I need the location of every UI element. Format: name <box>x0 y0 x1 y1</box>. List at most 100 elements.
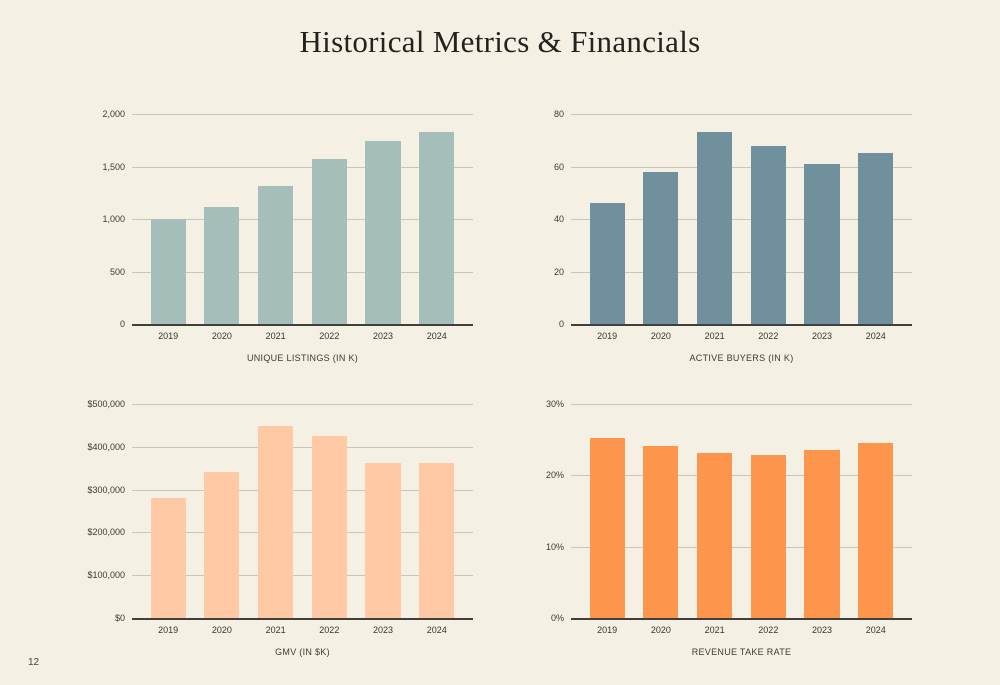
gridline <box>132 532 473 534</box>
bar-2020 <box>204 471 240 618</box>
y-tick-label: $0 <box>114 613 125 623</box>
y-axis: 2,000 1,500 1,000 500 0 <box>82 109 132 329</box>
chart-active-buyers: 80 60 40 20 0 2019 2020 2021 2022 2023 2024 ACTIV… <box>521 109 912 363</box>
bar-2021 <box>697 132 733 324</box>
chart-unique-listings: 2,000 1,500 1,000 500 0 2019 2020 2021 2022 2023… <box>82 109 473 363</box>
bar-2024 <box>858 153 894 324</box>
y-tick-label: $200,000 <box>87 527 125 538</box>
chart-body: 30% 20% 10% 0% <box>521 399 912 623</box>
chart-body: $500,000 $400,000 $300,000 $200,000 $100,000… <box>82 399 473 623</box>
y-tick-label: 1,500 <box>102 161 125 172</box>
bar-2024 <box>419 131 455 324</box>
y-tick-label: 0 <box>119 319 125 329</box>
x-tick-label: 2023 <box>373 331 394 341</box>
bar-2023 <box>365 463 401 618</box>
y-tick-label: 500 <box>109 266 125 277</box>
gridline <box>571 404 912 405</box>
page-number: 12 <box>28 657 40 668</box>
x-tick-label: 2021 <box>704 331 725 341</box>
page-title: Historical Metrics & Financials <box>299 24 701 59</box>
bar-2022 <box>750 145 786 324</box>
x-axis: 2019 2020 2021 2022 2023 2024 <box>571 326 912 341</box>
x-tick-label: 2023 <box>812 331 833 341</box>
bar-2020 <box>204 207 240 324</box>
y-tick-label: $400,000 <box>87 441 125 452</box>
x-tick-label: 2022 <box>758 625 779 635</box>
plot-area <box>132 404 473 620</box>
plot-area <box>571 114 912 326</box>
x-axis: 2019 2020 2021 2022 2023 2024 <box>571 620 912 635</box>
x-tick-label: 2021 <box>265 625 286 635</box>
gridline <box>132 114 473 115</box>
x-tick-label: 2020 <box>211 331 232 341</box>
y-tick-label: 20 <box>553 266 564 277</box>
y-axis: 80 60 40 20 0 <box>521 109 571 329</box>
bar-2023 <box>804 163 840 324</box>
x-tick-label: 2021 <box>265 331 286 341</box>
x-tick-label: 2021 <box>704 625 725 635</box>
x-tick-label: 2024 <box>426 625 447 635</box>
bar-2019 <box>589 203 625 324</box>
gridline <box>132 489 473 491</box>
bar-2021 <box>258 426 294 618</box>
bar-2020 <box>643 171 679 324</box>
gridline <box>132 166 473 168</box>
bar-2023 <box>365 140 401 324</box>
y-tick-label: 80 <box>553 109 564 119</box>
axis-title-active-buyers: ACTIVE BUYERS (IN K) <box>689 353 794 363</box>
y-tick-label: 20% <box>545 470 564 481</box>
y-tick-label: 40 <box>553 214 564 224</box>
gridline <box>571 475 912 477</box>
x-tick-label: 2022 <box>319 331 340 341</box>
bar-2024 <box>858 442 894 618</box>
axis-title-revenue-take-rate: REVENUE TAKE RATE <box>691 647 792 657</box>
x-axis: 2019 2020 2021 2022 2023 2024 <box>132 620 473 635</box>
x-axis: 2019 2020 2021 2022 2023 2024 <box>132 326 473 341</box>
charts-grid: 2,000 1,500 1,000 500 0 2019 2020 2021 2022 2023… <box>82 109 912 657</box>
x-tick-label: 2019 <box>158 625 179 635</box>
chart-revenue-take-rate: 30% 20% 10% 0% 2019 2020 2021 2022 2023 2024 REV… <box>521 399 912 657</box>
x-tick-label: 2019 <box>597 331 618 341</box>
bar-2021 <box>697 453 733 618</box>
chart-body: 2,000 1,500 1,000 500 0 <box>82 109 473 329</box>
x-tick-label: 2023 <box>812 625 833 635</box>
gridline <box>571 166 912 168</box>
y-tick-label: $500,000 <box>87 399 125 409</box>
bar-2019 <box>150 498 186 618</box>
gridline <box>571 219 912 220</box>
y-axis: $500,000 $400,000 $300,000 $200,000 $100,000… <box>82 399 132 623</box>
x-tick-label: 2019 <box>158 331 179 341</box>
x-tick-label: 2022 <box>319 625 340 635</box>
y-tick-label: $300,000 <box>87 484 125 495</box>
x-tick-label: 2020 <box>650 625 671 635</box>
y-tick-label: 0% <box>550 613 564 623</box>
bar-2021 <box>258 185 294 324</box>
x-tick-label: 2019 <box>597 625 618 635</box>
x-tick-label: 2020 <box>211 625 232 635</box>
bar-2022 <box>311 436 347 618</box>
gridline <box>132 575 473 577</box>
plot-area <box>571 404 912 620</box>
bar-2019 <box>589 437 625 618</box>
y-tick-label: 0 <box>558 319 564 329</box>
y-tick-label: 2,000 <box>102 109 125 119</box>
x-tick-label: 2024 <box>426 331 447 341</box>
gridline <box>132 271 473 273</box>
y-tick-label: 60 <box>553 161 564 172</box>
axis-title-unique-listings: UNIQUE LISTINGS (IN K) <box>246 353 359 363</box>
bar-2023 <box>804 450 840 618</box>
x-tick-label: 2022 <box>758 331 779 341</box>
bar-2022 <box>311 158 347 324</box>
bar-2024 <box>419 463 455 618</box>
bar-2019 <box>150 219 186 324</box>
gridline <box>132 219 473 220</box>
x-tick-label: 2024 <box>865 625 886 635</box>
axis-title-gmv: GMV (IN $K) <box>275 647 330 657</box>
x-tick-label: 2023 <box>373 625 394 635</box>
plot-area <box>132 114 473 326</box>
x-tick-label: 2024 <box>865 331 886 341</box>
bar-2020 <box>643 446 679 618</box>
chart-body: 80 60 40 20 0 <box>521 109 912 329</box>
chart-gmv: $500,000 $400,000 $300,000 $200,000 $100,000… <box>82 399 473 657</box>
